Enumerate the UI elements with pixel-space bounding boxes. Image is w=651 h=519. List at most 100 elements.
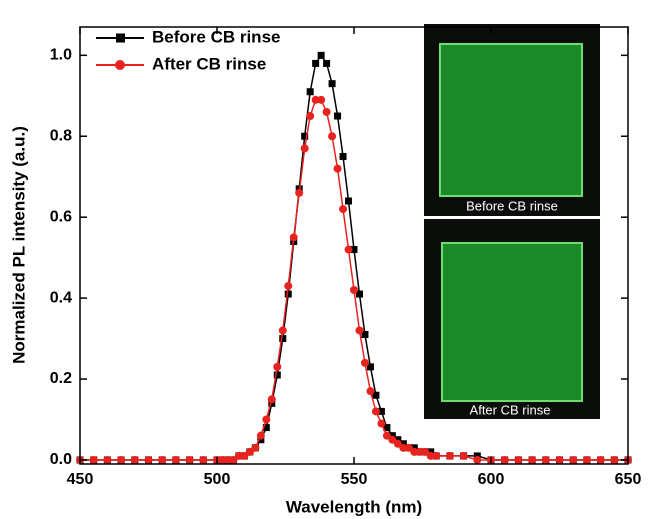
marker: [278, 326, 287, 335]
marker: [289, 233, 298, 242]
marker: [415, 447, 424, 456]
film-after: [441, 242, 583, 402]
y-tick-label: 0.0: [50, 451, 72, 468]
marker: [267, 395, 276, 404]
marker: [399, 440, 407, 448]
marker: [355, 326, 364, 335]
marker: [355, 290, 363, 298]
marker: [404, 443, 413, 452]
marker: [555, 455, 564, 464]
marker: [350, 286, 358, 295]
marker: [394, 436, 402, 444]
marker: [257, 436, 265, 444]
marker: [377, 419, 386, 428]
y-tick-label: 0.4: [50, 289, 72, 306]
marker: [273, 371, 281, 379]
inset-photos: Before CB rinse After CB rinse: [424, 24, 600, 419]
marker: [262, 415, 271, 424]
x-tick-label: 600: [478, 471, 505, 488]
x-tick-label: 500: [204, 471, 231, 488]
marker: [199, 455, 208, 464]
marker: [445, 451, 454, 460]
marker: [300, 144, 309, 153]
marker: [284, 290, 292, 298]
marker: [306, 112, 315, 121]
y-tick-label: 1.0: [50, 47, 72, 64]
marker: [130, 455, 139, 464]
marker: [345, 197, 353, 205]
x-axis-label: Wavelength (nm): [286, 497, 422, 516]
marker: [541, 455, 550, 464]
legend-label: After CB rinse: [152, 54, 266, 73]
marker: [383, 424, 391, 432]
marker: [371, 407, 380, 416]
film-before: [439, 43, 583, 197]
marker: [377, 407, 385, 415]
marker: [388, 435, 397, 444]
y-tick-label: 0.8: [50, 127, 72, 144]
marker: [185, 455, 194, 464]
marker: [229, 455, 238, 464]
marker: [301, 132, 309, 140]
marker: [344, 245, 353, 254]
marker: [350, 246, 358, 254]
marker: [500, 455, 509, 464]
marker: [427, 448, 435, 456]
marker: [610, 455, 619, 464]
marker: [144, 455, 153, 464]
marker: [360, 358, 369, 367]
marker: [323, 59, 331, 67]
marker: [262, 424, 270, 432]
marker: [366, 363, 374, 371]
marker: [240, 451, 249, 460]
marker: [234, 451, 243, 460]
marker: [459, 451, 468, 460]
marker: [245, 447, 254, 456]
marker: [473, 455, 482, 464]
photo-label: After CB rinse: [470, 402, 551, 417]
marker: [426, 451, 435, 460]
plot-frame: [79, 26, 629, 465]
marker: [89, 455, 98, 464]
x-tick-label: 650: [615, 471, 642, 488]
marker: [382, 431, 391, 440]
plot: [76, 51, 632, 464]
marker: [218, 455, 227, 464]
marker: [361, 331, 369, 339]
marker: [388, 432, 396, 440]
marker: [339, 152, 347, 160]
marker: [317, 51, 325, 59]
marker: [268, 399, 276, 407]
marker: [432, 451, 441, 460]
marker: [103, 455, 112, 464]
marker: [596, 455, 605, 464]
marker: [273, 362, 282, 371]
marker: [528, 455, 537, 464]
marker: [399, 443, 408, 452]
marker: [514, 455, 523, 464]
marker: [328, 80, 336, 88]
marker: [117, 455, 126, 464]
marker: [223, 455, 232, 464]
marker: [171, 455, 180, 464]
legend-label: Before CB rinse: [152, 27, 280, 46]
marker: [339, 205, 348, 214]
marker: [334, 112, 342, 120]
marker: [421, 447, 430, 456]
marker: [582, 455, 591, 464]
legend-marker: [116, 33, 125, 43]
marker: [317, 95, 326, 104]
legend-marker: [115, 60, 125, 70]
x-tick-label: 550: [341, 471, 368, 488]
y-tick-label: 0.6: [50, 208, 72, 225]
marker: [295, 188, 304, 197]
marker: [256, 431, 265, 440]
marker: [393, 439, 402, 448]
marker: [312, 59, 320, 67]
x-tick-label: 450: [67, 471, 94, 488]
marker: [306, 88, 314, 96]
marker: [284, 281, 293, 290]
marker: [333, 164, 342, 173]
y-tick-label: 0.2: [50, 370, 72, 387]
